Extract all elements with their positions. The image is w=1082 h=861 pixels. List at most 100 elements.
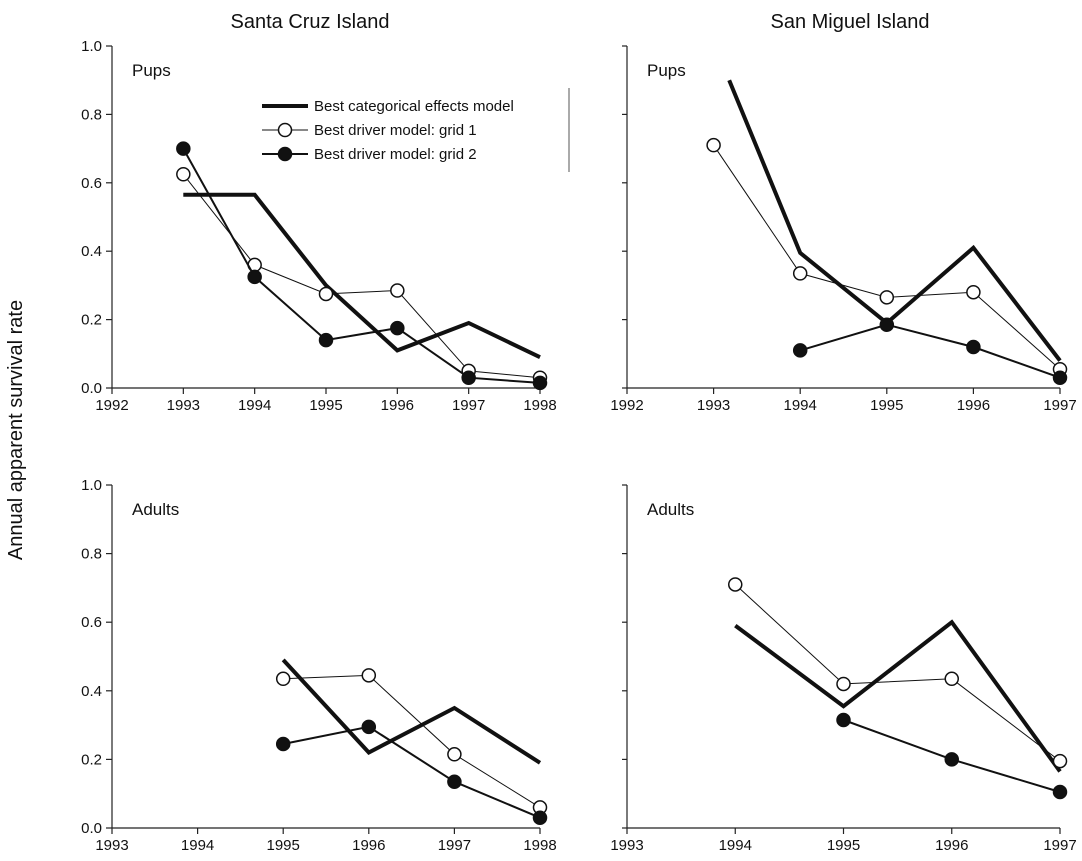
legend-label: Best driver model: grid 1 <box>314 122 477 139</box>
series-thick <box>183 192 541 360</box>
x-tick-label: 1992 <box>95 397 128 414</box>
series-line <box>734 619 1062 773</box>
data-point <box>390 283 405 298</box>
data-point <box>447 747 462 762</box>
x-tick-label: 1992 <box>610 397 643 414</box>
data-point <box>318 332 334 348</box>
x-tick-label: 1994 <box>238 397 271 414</box>
data-point <box>361 719 377 735</box>
x-tick-label: 1993 <box>610 837 643 854</box>
panel-1: Santa Cruz Island 0.0 0.2 0.4 0.6 0.8 1.0 1992 1… <box>81 11 557 414</box>
y-tick-label: 0.6 <box>81 175 102 192</box>
data-point <box>728 577 743 592</box>
y-tick-label: 1.0 <box>81 38 102 55</box>
y-tick-label: 0.8 <box>81 106 102 123</box>
series-line <box>727 79 1062 362</box>
panel-label: Pups <box>132 61 171 80</box>
legend: Best categorical effects model Best drive… <box>262 88 570 172</box>
data-point <box>532 375 548 391</box>
x-tick-label: 1994 <box>181 837 214 854</box>
x-tick-label: 1993 <box>95 837 128 854</box>
data-point <box>532 810 548 825</box>
x-tick-label: 1997 <box>452 397 485 414</box>
series-thick <box>727 79 1062 362</box>
y-tick-label: 0.2 <box>81 312 102 329</box>
panel-4: 1993 1994 1995 1996 1997 Adults <box>610 484 1077 854</box>
series-thick <box>281 658 542 765</box>
data-point <box>706 137 721 153</box>
series-line <box>183 192 541 360</box>
data-point <box>318 286 334 302</box>
legend-label: Best categorical effects model <box>314 98 514 115</box>
data-point <box>966 284 981 300</box>
y-axis-label: Annual apparent survival rate <box>5 300 27 560</box>
x-tick-label: 1996 <box>935 837 968 854</box>
series-line <box>281 658 542 765</box>
data-point <box>176 167 191 182</box>
series-line <box>713 144 1061 370</box>
legend-marker <box>277 122 293 138</box>
y-tick-label: 1.0 <box>81 477 102 494</box>
series-filled <box>792 317 1068 385</box>
data-point <box>176 141 191 156</box>
x-tick-label: 1997 <box>1043 397 1076 414</box>
series-line <box>182 173 541 379</box>
x-tick-label: 1993 <box>167 397 200 414</box>
y-tick-label: 0.4 <box>81 683 102 700</box>
data-point <box>879 317 895 332</box>
data-point <box>275 736 291 752</box>
legend-marker <box>277 146 293 162</box>
data-point <box>944 671 959 687</box>
data-point <box>966 339 981 355</box>
panel-3: 0.0 0.2 0.4 0.6 0.8 1.0 1993 1994 1995 1996 1997 19… <box>81 477 557 854</box>
y-tick-label: 0.6 <box>81 614 102 631</box>
x-tick-label: 1995 <box>827 837 860 854</box>
series-line <box>734 584 1061 762</box>
series-line <box>182 148 541 384</box>
data-point <box>792 266 808 281</box>
column-title: San Miguel Island <box>771 11 930 33</box>
panel-label: Pups <box>647 61 686 80</box>
data-point <box>792 343 808 358</box>
y-tick-label: 0.0 <box>81 380 102 397</box>
x-tick-label: 1997 <box>1043 837 1076 854</box>
x-tick-label: 1996 <box>957 397 990 414</box>
panel-label: Adults <box>647 500 694 519</box>
series-open <box>176 167 548 385</box>
series-line <box>283 674 541 808</box>
series-open <box>275 668 548 815</box>
data-point <box>944 752 959 767</box>
data-point <box>1052 753 1068 769</box>
x-tick-label: 1996 <box>381 397 414 414</box>
x-tick-label: 1997 <box>438 837 471 854</box>
series-line <box>799 323 1061 379</box>
panel-2: San Miguel Island 1992 1993 1994 1995 1996 199… <box>610 11 1076 414</box>
y-tick-label: 0.0 <box>81 820 102 837</box>
series-filled <box>176 141 548 391</box>
data-point <box>879 290 895 305</box>
panels: Santa Cruz Island 0.0 0.2 0.4 0.6 0.8 1.0 1992 1… <box>81 11 1077 854</box>
series-filled <box>275 719 548 825</box>
series-open <box>706 137 1068 377</box>
data-point <box>461 370 476 385</box>
data-point <box>1052 370 1068 385</box>
legend-label: Best driver model: grid 2 <box>314 146 477 163</box>
x-tick-label: 1998 <box>523 397 556 414</box>
data-point <box>247 269 262 285</box>
data-point <box>275 671 291 687</box>
series-thick <box>734 619 1062 773</box>
x-tick-label: 1996 <box>352 837 385 854</box>
series-line <box>283 725 541 819</box>
x-tick-label: 1995 <box>267 837 300 854</box>
data-point <box>836 712 851 728</box>
x-tick-label: 1998 <box>523 837 556 854</box>
data-point <box>1052 784 1068 800</box>
data-point <box>836 676 851 692</box>
y-tick-label: 0.2 <box>81 751 102 768</box>
series-open <box>728 577 1068 769</box>
series-filled <box>836 712 1068 800</box>
data-point <box>361 668 377 683</box>
y-tick-label: 0.4 <box>81 243 102 260</box>
data-point <box>390 320 405 336</box>
column-title: Santa Cruz Island <box>231 11 390 33</box>
